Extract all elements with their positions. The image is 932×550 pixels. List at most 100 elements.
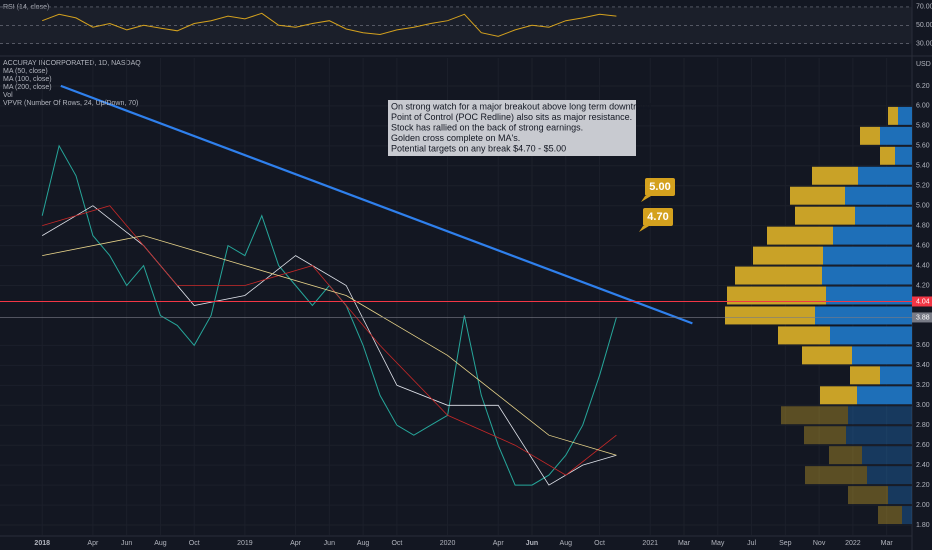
x-tick-label: Jun bbox=[121, 540, 132, 547]
y-tick-label: 3.40 bbox=[916, 362, 930, 369]
x-tick-label: Apr bbox=[87, 540, 99, 547]
target-label: 5.00 bbox=[649, 181, 670, 193]
y-tick-label: 2.40 bbox=[916, 462, 930, 469]
vp-down bbox=[820, 386, 857, 405]
vp-down bbox=[781, 406, 848, 425]
vp-up bbox=[902, 506, 912, 525]
vp-down bbox=[812, 166, 858, 185]
vp-up bbox=[880, 366, 912, 385]
vp-down bbox=[727, 286, 826, 305]
x-tick-label: Aug bbox=[154, 540, 167, 547]
vp-up bbox=[833, 226, 912, 245]
vp-down bbox=[848, 486, 888, 505]
y-tick-label: 4.20 bbox=[916, 282, 930, 289]
y-tick-label: 3.20 bbox=[916, 382, 930, 389]
ma-line bbox=[42, 205, 617, 476]
y-tick-label: 4.80 bbox=[916, 222, 930, 229]
vp-up bbox=[823, 246, 912, 265]
vp-down bbox=[725, 306, 815, 325]
trendline bbox=[60, 84, 693, 325]
rsi-title: RSI (14, close) bbox=[3, 4, 49, 11]
vp-down bbox=[753, 246, 823, 265]
y-tick-label: 2.80 bbox=[916, 422, 930, 429]
vp-down bbox=[790, 186, 845, 205]
y-tick-label: 5.40 bbox=[916, 163, 930, 170]
legend-entry: MA (100, close) bbox=[3, 76, 52, 83]
vp-down bbox=[804, 426, 846, 445]
x-tick-label: Aug bbox=[357, 540, 370, 547]
vp-up bbox=[880, 126, 912, 145]
vp-up bbox=[862, 446, 912, 465]
note-line: On strong watch for a major breakout abo… bbox=[391, 101, 654, 111]
x-tick-label: 2020 bbox=[440, 540, 456, 547]
legend-entry: Vol bbox=[3, 92, 13, 99]
x-tick-label: Oct bbox=[189, 540, 200, 547]
y-tick-label: 2.00 bbox=[916, 502, 930, 509]
x-tick-label: 2018 bbox=[34, 540, 50, 547]
x-tick-label: Jun bbox=[526, 540, 538, 547]
y-tick-label: 5.00 bbox=[916, 203, 930, 210]
note-line: Potential targets on any break $4.70 - $… bbox=[391, 143, 566, 153]
y-tick-label: 5.60 bbox=[916, 143, 930, 150]
x-tick-label: Oct bbox=[391, 540, 402, 547]
vp-down bbox=[878, 506, 902, 525]
y-tick-label: 2.20 bbox=[916, 482, 930, 489]
vp-up bbox=[848, 406, 912, 425]
x-tick-label: Mar bbox=[678, 540, 691, 547]
x-tick-label: 2019 bbox=[237, 540, 253, 547]
price-tag-label: 4.04 bbox=[916, 298, 930, 305]
rsi-tick-label: 50.00 bbox=[916, 22, 932, 29]
vp-up bbox=[867, 466, 912, 485]
vp-up bbox=[898, 106, 912, 125]
x-tick-label: Apr bbox=[493, 540, 505, 547]
y-tick-label: 3.00 bbox=[916, 402, 930, 409]
target-label: 4.70 bbox=[647, 211, 668, 223]
x-tick-label: Oct bbox=[594, 540, 605, 547]
vp-up bbox=[822, 266, 912, 285]
x-tick-label: Apr bbox=[290, 540, 302, 547]
price-tag-label: 3.88 bbox=[916, 314, 930, 321]
y-tick-label: 4.60 bbox=[916, 242, 930, 249]
vp-up bbox=[826, 286, 912, 305]
note-line: Stock has rallied on the back of strong … bbox=[391, 122, 583, 132]
y-tick-label: 5.20 bbox=[916, 183, 930, 190]
vp-up bbox=[858, 166, 912, 185]
x-tick-label: Nov bbox=[813, 540, 826, 547]
target-pointer bbox=[641, 196, 651, 202]
price-tag bbox=[912, 312, 932, 323]
vp-up bbox=[830, 326, 912, 345]
legend-entry: VPVR (Number Of Rows, 24, Up/Down, 70) bbox=[3, 100, 138, 107]
legend-entry: MA (50, close) bbox=[3, 68, 48, 75]
x-tick-label: 2022 bbox=[845, 540, 861, 547]
vp-up bbox=[845, 186, 912, 205]
vp-down bbox=[850, 366, 880, 385]
vp-up bbox=[815, 306, 912, 325]
vp-down bbox=[767, 226, 833, 245]
vp-up bbox=[857, 386, 912, 405]
y-tick-label: 6.00 bbox=[916, 103, 930, 110]
vp-down bbox=[805, 466, 867, 485]
note-line: Golden cross complete on MA's. bbox=[391, 133, 520, 143]
rsi-line bbox=[42, 12, 617, 37]
x-tick-label: Jul bbox=[747, 540, 756, 547]
legend-entry: MA (200, close) bbox=[3, 84, 52, 91]
rsi-tick-label: 30.00 bbox=[916, 41, 932, 48]
y-tick-label: 4.40 bbox=[916, 262, 930, 269]
target-box bbox=[645, 178, 675, 196]
vp-up bbox=[895, 146, 912, 165]
vp-down bbox=[860, 126, 880, 145]
ma-line bbox=[42, 235, 617, 456]
x-tick-label: Sep bbox=[779, 540, 792, 547]
vp-down bbox=[888, 106, 898, 125]
target-pointer bbox=[639, 226, 649, 232]
vp-down bbox=[735, 266, 822, 285]
vp-up bbox=[852, 346, 912, 365]
x-tick-label: May bbox=[711, 540, 725, 547]
vp-up bbox=[855, 206, 912, 225]
y-tick-label: 3.60 bbox=[916, 342, 930, 349]
vp-up bbox=[888, 486, 912, 505]
axis-label: USD bbox=[916, 61, 931, 68]
y-tick-label: 5.80 bbox=[916, 123, 930, 130]
rsi-tick-label: 70.00 bbox=[916, 4, 932, 11]
